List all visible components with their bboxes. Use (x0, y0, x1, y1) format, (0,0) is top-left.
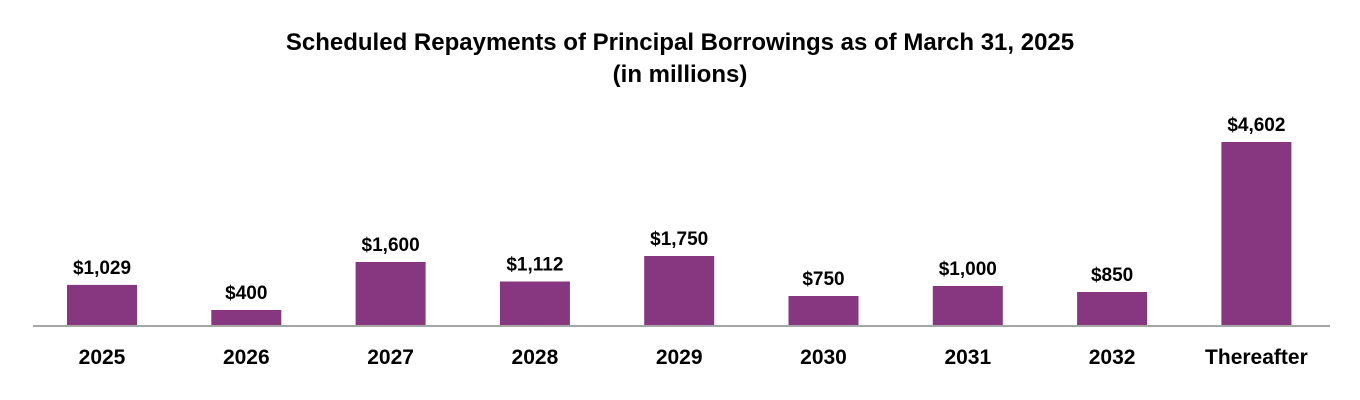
data-label-2030: $750 (802, 269, 844, 290)
bar-thereafter (1221, 142, 1292, 326)
data-label-2025: $1,029 (73, 258, 131, 279)
chart-title: Scheduled Repayments of Principal Borrow… (285, 29, 1075, 56)
data-label-2029: $1,750 (650, 229, 708, 250)
bars-group (67, 142, 1292, 326)
data-label-2026: $400 (225, 283, 267, 304)
tick-label-2030: 2030 (800, 346, 847, 369)
bar-2027 (355, 262, 426, 326)
tick-label-2027: 2027 (367, 346, 414, 369)
tick-label-2029: 2029 (656, 346, 703, 369)
tick-label-2032: 2032 (1089, 346, 1136, 369)
tick-label-thereafter: Thereafter (1205, 346, 1308, 369)
bar-2029 (644, 256, 715, 326)
x-axis-tick-labels: 2025 2026 2027 2028 2029 2030 2031 2032 Thereaft… (79, 346, 1308, 369)
bar-2031 (932, 286, 1003, 326)
bar-2025 (67, 284, 137, 326)
chart-subtitle: (in millions) (612, 61, 748, 88)
data-label-2027: $1,600 (362, 235, 420, 256)
bar-2030 (788, 296, 859, 326)
data-label-2032: $850 (1091, 265, 1133, 286)
tick-label-2025: 2025 (79, 346, 126, 369)
bar-2032 (1077, 292, 1148, 326)
tick-label-2031: 2031 (944, 346, 991, 369)
bar-2026 (211, 310, 282, 326)
bar-2028 (499, 281, 570, 326)
data-label-2031: $1,000 (939, 259, 997, 280)
data-label-2028: $1,112 (506, 255, 563, 276)
data-label-thereafter: $4,602 (1227, 115, 1285, 136)
tick-label-2026: 2026 (223, 346, 270, 369)
tick-label-2028: 2028 (512, 346, 559, 369)
data-labels-group: $1,029 $400 $1,600 $1,112 $1,750 $750 $1,000 $8… (73, 115, 1286, 304)
